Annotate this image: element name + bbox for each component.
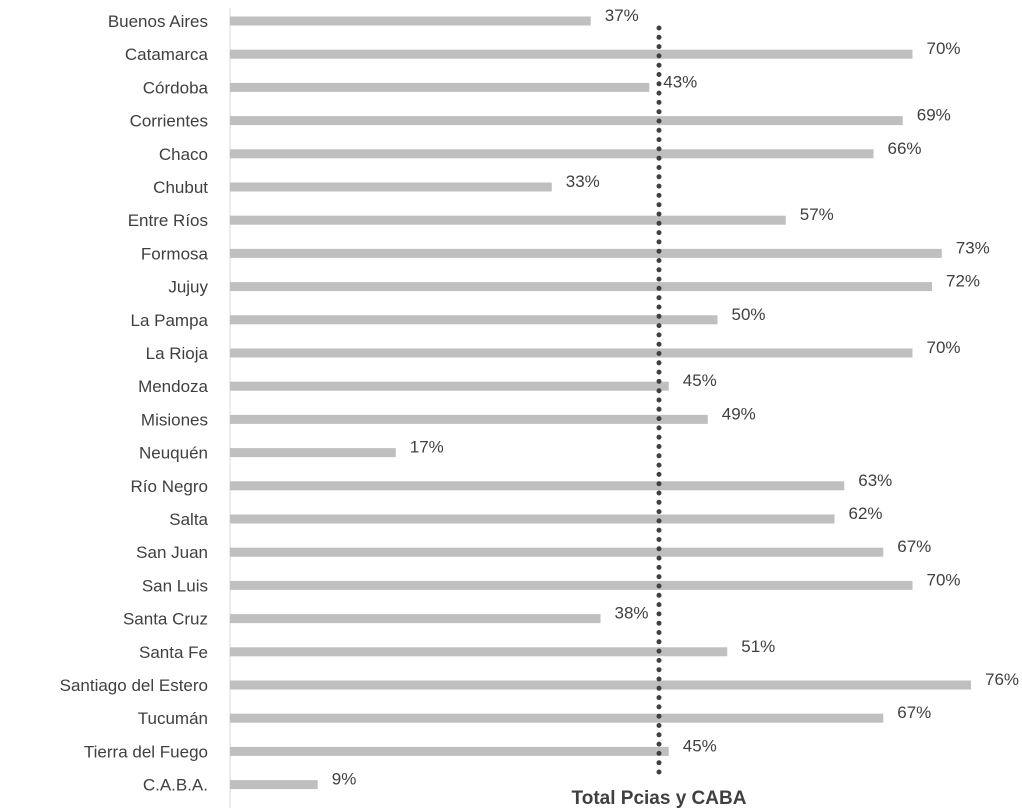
category-label: Santa Cruz — [123, 610, 208, 629]
bar — [230, 647, 728, 657]
data-label: 37% — [605, 6, 639, 25]
reference-line-label: Total Pcias y CABA — [572, 788, 747, 808]
category-label: Buenos Aires — [108, 12, 208, 31]
bar — [230, 315, 718, 325]
category-label: Salta — [169, 510, 208, 529]
data-label: 51% — [741, 637, 775, 656]
data-label: 67% — [897, 703, 931, 722]
data-label: 33% — [566, 172, 600, 191]
bar — [230, 680, 971, 690]
bar — [230, 16, 591, 26]
category-label: Formosa — [141, 244, 209, 263]
data-label: 66% — [888, 139, 922, 158]
category-label: Jujuy — [168, 278, 208, 297]
category-label: Neuquén — [139, 444, 208, 463]
data-label: 76% — [985, 670, 1019, 689]
category-label: Catamarca — [125, 45, 209, 64]
data-label: 62% — [849, 504, 883, 523]
bar — [230, 713, 884, 723]
bar — [230, 49, 913, 59]
category-label: Córdoba — [143, 78, 209, 97]
bar — [230, 746, 669, 756]
category-label: Tierra del Fuego — [84, 742, 208, 761]
category-label: Mendoza — [138, 377, 208, 396]
data-label: 67% — [897, 537, 931, 556]
category-label: Santiago del Estero — [60, 676, 208, 695]
data-label: 69% — [917, 106, 951, 125]
bar — [230, 82, 650, 92]
data-label: 70% — [927, 570, 961, 589]
bar — [230, 580, 913, 590]
category-label: San Juan — [136, 543, 208, 562]
data-label: 73% — [956, 238, 990, 257]
category-label: Santa Fe — [139, 643, 208, 662]
bar — [230, 116, 903, 126]
bar — [230, 182, 552, 192]
category-label: C.A.B.A. — [143, 776, 208, 795]
bar — [230, 448, 396, 458]
category-label: La Rioja — [146, 344, 209, 363]
data-label: 63% — [858, 471, 892, 490]
category-label: Entre Ríos — [128, 211, 208, 230]
bar — [230, 514, 835, 524]
data-label: 9% — [332, 770, 357, 789]
bar — [230, 149, 874, 159]
data-label: 50% — [732, 305, 766, 324]
data-label: 57% — [800, 205, 834, 224]
category-label: Chubut — [153, 178, 208, 197]
bar — [230, 348, 913, 358]
data-label: 70% — [927, 39, 961, 58]
bar — [230, 381, 669, 391]
data-label: 38% — [615, 604, 649, 623]
category-label: Tucumán — [138, 709, 208, 728]
data-label: 43% — [663, 72, 697, 91]
bar — [230, 614, 601, 624]
data-label: 17% — [410, 438, 444, 457]
category-label: Corrientes — [130, 112, 208, 131]
bar — [230, 414, 708, 424]
bar — [230, 282, 932, 292]
data-label: 45% — [683, 371, 717, 390]
category-label: La Pampa — [131, 311, 209, 330]
category-label: Chaco — [159, 145, 208, 164]
category-label: San Luis — [142, 576, 208, 595]
category-label: Río Negro — [131, 477, 208, 496]
data-label: 45% — [683, 736, 717, 755]
data-label: 72% — [946, 272, 980, 291]
bar — [230, 547, 884, 557]
category-label: Misiones — [141, 410, 208, 429]
bar — [230, 215, 786, 225]
data-label: 70% — [927, 338, 961, 357]
bar — [230, 780, 318, 790]
data-label: 49% — [722, 404, 756, 423]
bar — [230, 481, 845, 491]
bar — [230, 248, 942, 258]
